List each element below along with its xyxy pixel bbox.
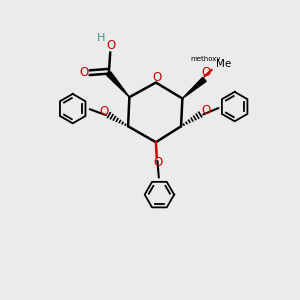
- Text: O: O: [201, 66, 211, 80]
- Text: O: O: [154, 156, 163, 169]
- Polygon shape: [107, 72, 129, 97]
- Text: methoxy: methoxy: [191, 56, 221, 62]
- Text: O: O: [99, 105, 108, 118]
- Text: Me: Me: [216, 59, 231, 69]
- Text: O: O: [80, 66, 89, 79]
- Polygon shape: [182, 77, 206, 98]
- Text: O: O: [201, 104, 210, 118]
- Text: O: O: [106, 39, 116, 52]
- Text: H: H: [97, 33, 106, 43]
- Text: O: O: [153, 71, 162, 84]
